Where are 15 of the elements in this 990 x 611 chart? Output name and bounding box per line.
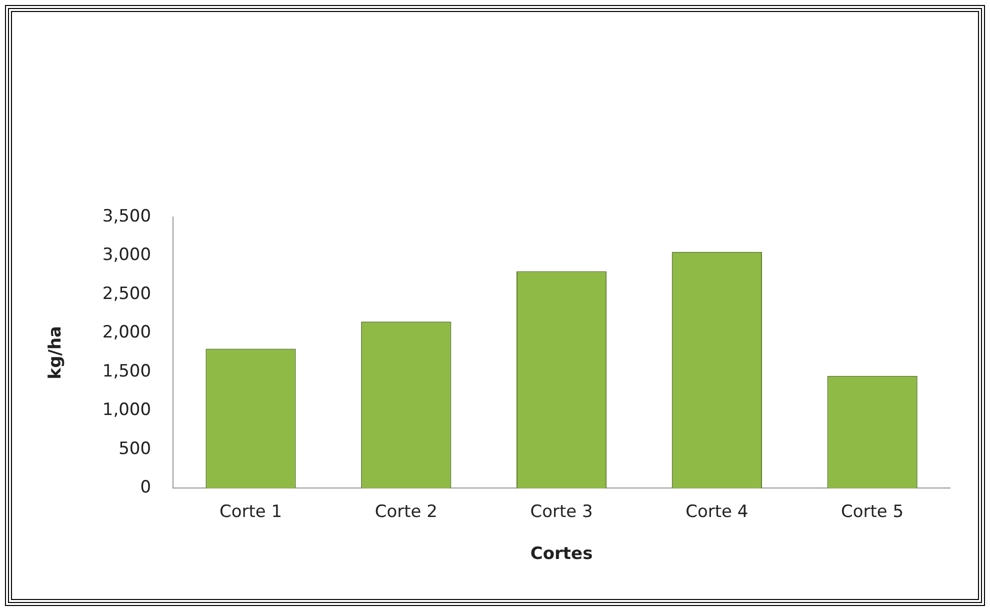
y-tick-label: 2,500: [102, 284, 152, 304]
x-tick-label: Corte 1: [219, 502, 282, 522]
y-tick-label: 3,000: [102, 245, 152, 266]
y-tick-label: 0: [140, 478, 152, 498]
x-tick-label: Corte 2: [374, 502, 438, 522]
y-axis-title: kg/ha: [46, 326, 66, 380]
y-tick-label: 3,500: [102, 206, 152, 226]
x-tick-label: Corte 5: [841, 502, 904, 522]
y-tick-label: 1,500: [102, 361, 152, 382]
x-tick-label: Corte 3: [530, 502, 593, 522]
y-tick-label: 1,000: [102, 400, 152, 420]
y-tick-label: 500: [118, 438, 152, 459]
x-axis-title: Cortes: [530, 544, 593, 564]
y-tick-label: 2,000: [102, 322, 152, 343]
x-tick-label: Corte 4: [686, 502, 748, 522]
